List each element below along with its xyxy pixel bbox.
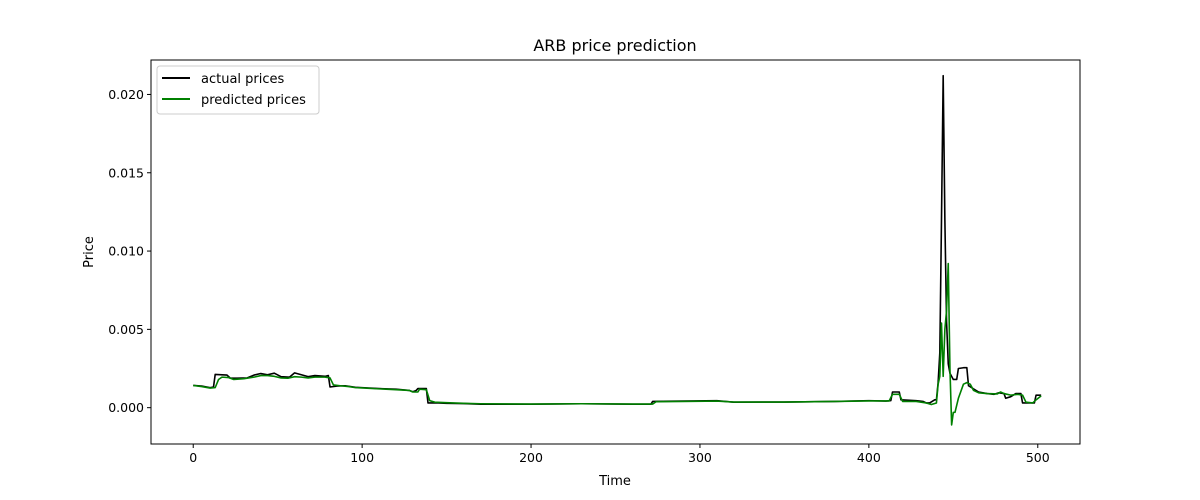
y-axis-ticks: 0.000 0.005 0.010 0.015 0.020 — [108, 87, 151, 415]
chart-title: ARB price prediction — [533, 36, 696, 55]
x-tick-label: 100 — [350, 450, 374, 465]
x-tick-label: 500 — [1026, 450, 1050, 465]
y-tick-label: 0.005 — [108, 322, 144, 337]
legend-label-actual: actual prices — [201, 72, 285, 87]
y-tick-label: 0.020 — [108, 87, 144, 102]
x-tick-label: 400 — [857, 450, 881, 465]
legend: actual prices predicted prices — [156, 65, 320, 115]
x-tick-label: 200 — [519, 450, 543, 465]
series-layer — [193, 74, 1042, 426]
legend-label-predicted: predicted prices — [201, 93, 306, 108]
x-tick-label: 300 — [688, 450, 712, 465]
x-axis-ticks: 0 100 200 300 400 500 — [189, 444, 1050, 465]
y-tick-label: 0.000 — [108, 400, 144, 415]
y-tick-label: 0.015 — [108, 165, 144, 180]
legend-box — [156, 65, 320, 115]
series-line-predicted-prices — [193, 262, 1042, 426]
y-tick-label: 0.010 — [108, 244, 144, 259]
x-tick-label: 0 — [189, 450, 197, 465]
x-axis-label: Time — [598, 474, 631, 489]
plot-frame — [150, 59, 1081, 445]
y-axis-label: Price — [82, 236, 97, 268]
